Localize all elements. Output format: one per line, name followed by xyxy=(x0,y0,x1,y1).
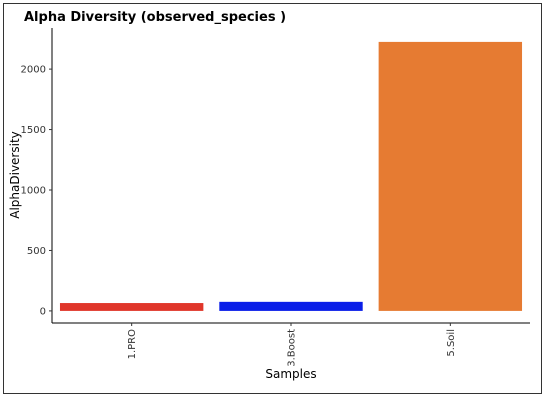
bar xyxy=(59,303,204,311)
y-tick-label: 1500 xyxy=(21,125,46,136)
x-tick-label: 5.Soil xyxy=(446,329,457,357)
y-tick-label: 500 xyxy=(27,246,46,257)
y-tick-label: 2000 xyxy=(21,65,46,76)
bar xyxy=(378,41,523,311)
y-axis-label: AlphaDiversity xyxy=(8,131,22,219)
x-tick-label: 3.Boost xyxy=(287,329,298,367)
bar xyxy=(219,301,363,311)
y-tick-label: 1000 xyxy=(21,186,46,197)
x-axis-label: Samples xyxy=(265,367,316,381)
chart-title: Alpha Diversity (observed_species ) xyxy=(24,10,286,25)
x-tick-label: 1.PRO xyxy=(127,329,138,360)
y-tick-label: 0 xyxy=(40,306,46,317)
